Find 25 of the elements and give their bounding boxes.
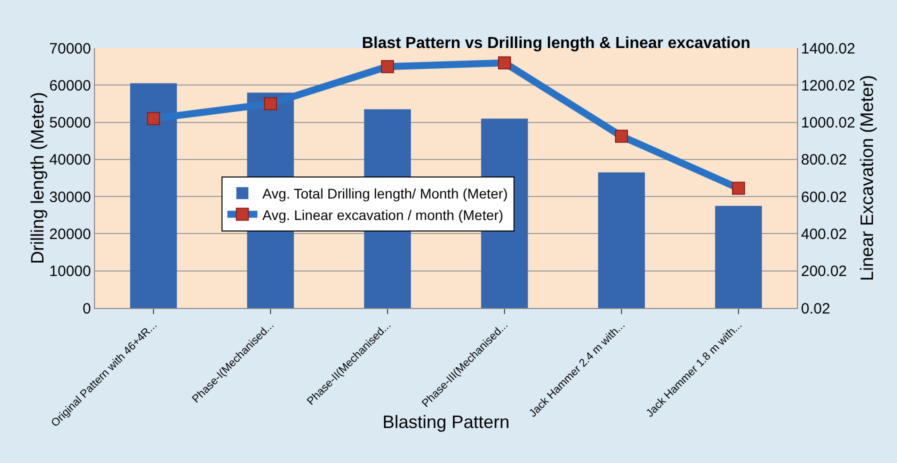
- y2-tick-label: 800.02: [801, 152, 847, 169]
- y-axis-title: Drilling length (Meter): [27, 92, 48, 264]
- y2-tick-label: 200.02: [801, 263, 847, 280]
- y-tick-label: 60000: [49, 77, 91, 94]
- y-tick-label: 40000: [49, 152, 91, 169]
- y2-tick-label: 600.02: [801, 188, 847, 206]
- y2-tick-label: 1200.02: [801, 77, 856, 94]
- y2-tick-label: 0.02: [801, 300, 830, 318]
- y-tick-label: 30000: [49, 188, 91, 206]
- y-tick-label: 50000: [49, 114, 91, 132]
- bar: [715, 206, 762, 308]
- y-tick-label: 10000: [49, 263, 91, 280]
- bar: [598, 172, 645, 308]
- y2-tick-label: 1400.02: [801, 40, 856, 58]
- x-axis-title: Blasting Pattern: [382, 412, 510, 432]
- y2-tick-label: 1000.02: [801, 114, 856, 132]
- chart-title: Blast Pattern vs Drilling length & Linear excavation: [362, 35, 750, 52]
- y-tick-label: 20000: [49, 226, 91, 243]
- y-tick-label: 70000: [49, 40, 91, 58]
- y2-tick-label: 400.02: [801, 226, 847, 243]
- bar: [130, 83, 177, 308]
- y2-axis-title: Linear Excavation (Meter): [857, 74, 878, 282]
- y-tick-label: 0: [82, 300, 91, 318]
- legend-label: Avg. Total Drilling length/ Month (Meter): [262, 186, 508, 202]
- legend-label: Avg. Linear excavation / month (Meter): [262, 206, 504, 223]
